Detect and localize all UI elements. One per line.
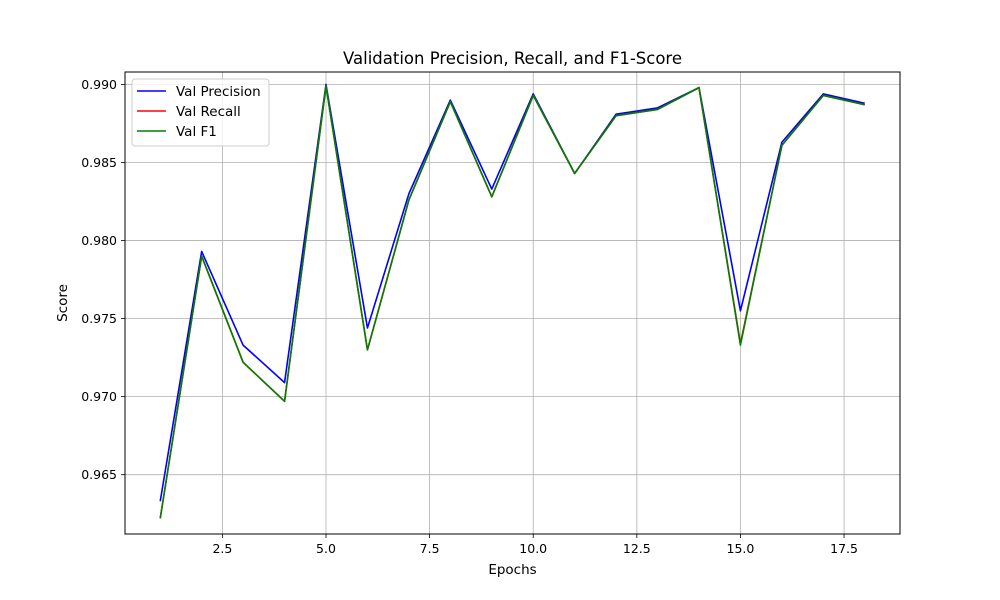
- axis-ticks: 2.5 5.0 7.5 10.0 12.5 15.0 17.5 0.965 0.970 0.975…: [81, 77, 858, 556]
- legend-label-val-precision: Val Precision: [176, 84, 261, 100]
- chart-title: Validation Precision, Recall, and F1-Sco…: [343, 49, 682, 68]
- x-axis-label: Epochs: [488, 562, 536, 578]
- legend-label-val-recall: Val Recall: [176, 104, 241, 120]
- series-lines: [159, 83, 865, 519]
- y-tick-label: 0.970: [81, 389, 117, 404]
- plot-frame: [124, 71, 901, 535]
- y-tick-label: 0.980: [81, 233, 117, 248]
- x-tick-label: 12.5: [623, 541, 651, 556]
- series-line-val-precision: [159, 83, 865, 502]
- legend: Val Precision Val Recall Val F1: [131, 78, 270, 147]
- y-tick-label: 0.990: [81, 77, 117, 92]
- y-axis-label: Score: [55, 284, 71, 322]
- x-tick-label: 17.5: [830, 541, 858, 556]
- legend-label-val-f1: Val F1: [176, 124, 217, 140]
- y-tick-label: 0.975: [81, 311, 117, 326]
- x-tick-label: 15.0: [727, 541, 755, 556]
- x-tick-label: 5.0: [316, 541, 336, 556]
- x-tick-label: 10.0: [519, 541, 547, 556]
- y-tick-label: 0.985: [81, 155, 117, 170]
- series-line-val-f1: [159, 85, 865, 519]
- y-tick-label: 0.965: [81, 467, 117, 482]
- legend-box: [131, 78, 270, 147]
- x-tick-label: 2.5: [212, 541, 232, 556]
- x-tick-label: 7.5: [420, 541, 440, 556]
